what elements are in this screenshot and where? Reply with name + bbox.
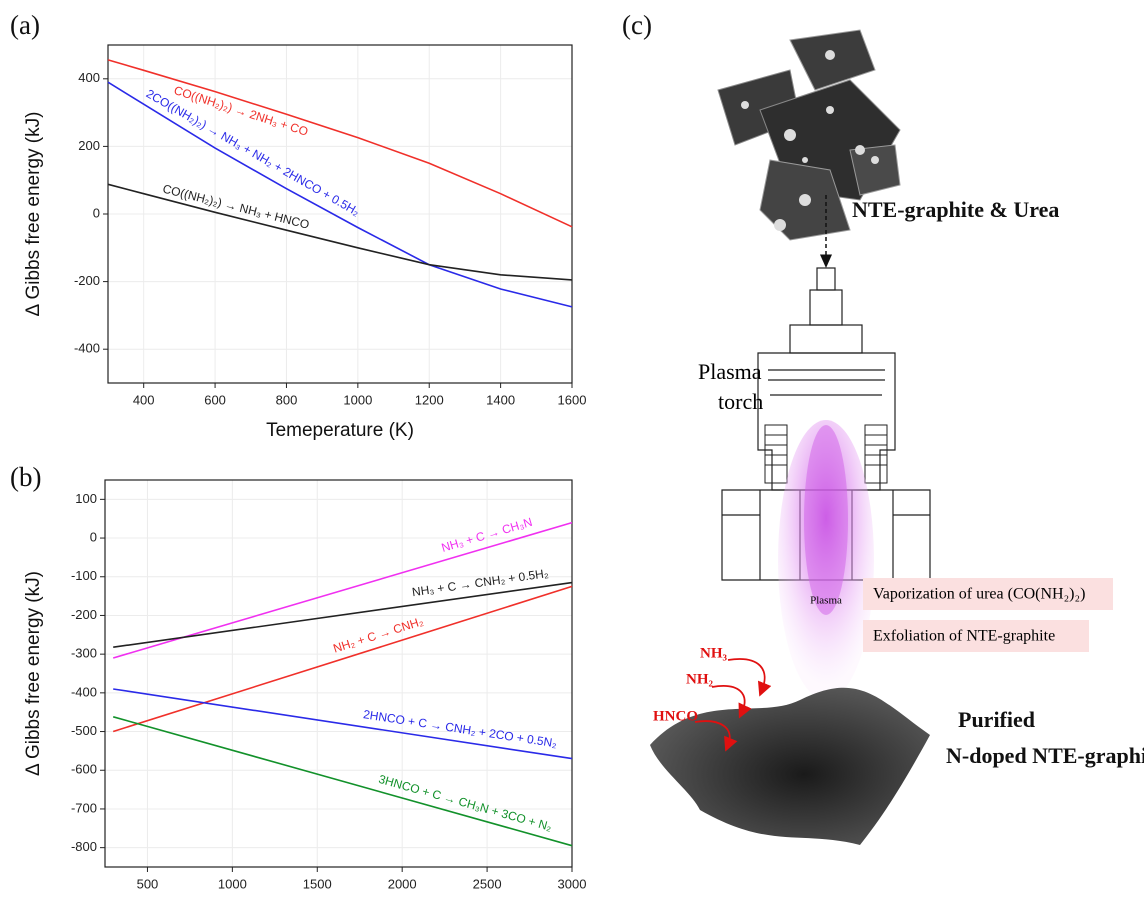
step-label: Exfoliation of NTE-graphite <box>873 628 1055 645</box>
series-label: 2CO((NH₂)₂) → NH₃ + NH₂ + 2HNCO + 0.5H₂ <box>144 87 363 219</box>
reaction-arrows <box>694 658 772 752</box>
y-tick-label: -700 <box>71 800 97 815</box>
series-label: 2HNCO + C → CNH₂ + 2CO + 0.5N₂ <box>362 707 558 750</box>
x-tick-label: 500 <box>137 876 159 891</box>
series-label: 3HNCO + C → CH₃N + 3CO + N₂ <box>377 772 554 834</box>
x-tick-label: 1400 <box>486 392 515 407</box>
x-tick-label: 3000 <box>558 876 587 891</box>
species-label: NH₃ <box>700 645 728 661</box>
series-line <box>107 81 573 308</box>
x-tick-label: 400 <box>133 392 155 407</box>
plasma-label: Plasma <box>810 595 842 607</box>
series-line <box>112 521 573 659</box>
x-axis-label: Temeperature (K) <box>266 420 414 441</box>
step-box <box>863 620 1089 652</box>
x-tick-label: 1200 <box>415 392 444 407</box>
series-line <box>112 585 573 733</box>
y-tick-label: 100 <box>75 491 97 506</box>
y-tick-label: 0 <box>93 205 100 220</box>
y-tick-label: -400 <box>74 341 100 356</box>
species-label: HNCO <box>653 708 698 724</box>
y-tick-label: -800 <box>71 839 97 854</box>
y-tick-label: -100 <box>71 568 97 583</box>
torch-label: torch <box>718 389 763 414</box>
x-tick-label: 1000 <box>218 876 247 891</box>
y-tick-label: 0 <box>90 529 97 544</box>
panel-label: (c) <box>622 10 652 40</box>
y-tick-label: -400 <box>71 684 97 699</box>
input-label: NTE-graphite & Urea <box>852 197 1059 222</box>
series-label: NH₃ + C → CNH₂ + 0.5H₂ <box>411 566 550 599</box>
series-line <box>113 581 573 648</box>
torch-label: Plasma <box>698 359 762 384</box>
x-tick-label: 2000 <box>388 876 417 891</box>
plasma-plume <box>778 420 874 700</box>
series-label: NH₂ + C → CNH₂ <box>331 614 425 656</box>
graphite-flakes <box>717 29 901 268</box>
step-label: Vaporization of urea (CO(NH₂)₂) <box>873 586 1085 603</box>
series-line <box>112 716 573 847</box>
series-line <box>113 688 573 760</box>
x-tick-label: 1600 <box>558 392 587 407</box>
output-label: Purified <box>958 707 1035 732</box>
y-tick-label: 200 <box>78 138 100 153</box>
series-line <box>107 183 573 281</box>
plot-frame <box>107 44 573 384</box>
panel-label: (a) <box>10 10 40 40</box>
y-axis-label: Δ Gibbs free energy (kJ) <box>23 571 44 776</box>
step-box <box>863 578 1113 610</box>
y-tick-label: -200 <box>74 273 100 288</box>
y-tick-label: -600 <box>71 762 97 777</box>
y-tick-label: 400 <box>78 70 100 85</box>
doped-sheet <box>650 687 930 845</box>
panel-label: (b) <box>10 462 41 492</box>
x-tick-label: 2500 <box>473 876 502 891</box>
y-tick-label: -300 <box>71 646 97 661</box>
species-label: NH₂ <box>686 671 714 687</box>
y-tick-label: -200 <box>71 607 97 622</box>
series-line <box>107 59 573 228</box>
output-label: N-doped NTE-graphite <box>946 743 1144 768</box>
y-tick-label: -500 <box>71 723 97 738</box>
y-axis-label: Δ Gibbs free energy (kJ) <box>23 112 44 317</box>
x-tick-label: 1500 <box>303 876 332 891</box>
x-tick-label: 600 <box>204 392 226 407</box>
plot-frame <box>104 479 573 868</box>
x-tick-label: 1000 <box>343 392 372 407</box>
x-tick-label: 800 <box>276 392 298 407</box>
